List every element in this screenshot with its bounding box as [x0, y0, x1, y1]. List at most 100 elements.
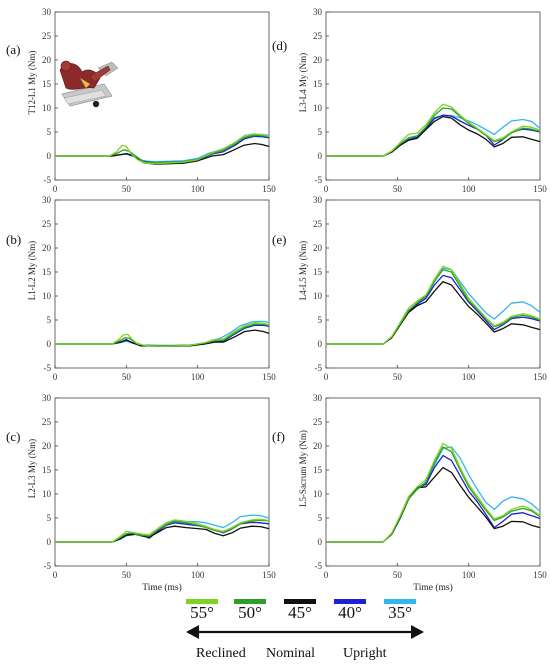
x-tick-label: 150 [262, 570, 276, 580]
plot-frame [54, 397, 270, 567]
y-tick-label: 25 [42, 31, 52, 41]
x-tick-label: 0 [53, 184, 58, 194]
y-tick-label: 10 [313, 489, 323, 499]
y-tick-label: 30 [313, 7, 323, 17]
y-tick-label: 10 [42, 489, 52, 499]
legend-swatch-45deg [284, 599, 316, 604]
y-tick-label: 30 [42, 393, 52, 403]
y-tick-label: 10 [313, 103, 323, 113]
series-line-55deg [55, 322, 270, 348]
y-tick-label: 30 [42, 7, 52, 17]
series-line-40deg [326, 274, 541, 345]
x-tick-label: 100 [462, 184, 476, 194]
x-tick-label: 100 [191, 570, 205, 580]
series-line-50deg [55, 519, 270, 543]
x-tick-label: 50 [122, 570, 132, 580]
y-tick-label: 10 [42, 291, 52, 301]
x-tick-label: 100 [191, 184, 205, 194]
y-tick-label: 0 [318, 151, 323, 161]
x-tick-label: 150 [533, 372, 547, 382]
x-tick-label: 100 [462, 570, 476, 580]
y-tick-label: 5 [318, 513, 323, 523]
panel-label: (c) [6, 429, 20, 444]
series-line-50deg [326, 446, 541, 543]
x-tick-label: 150 [262, 372, 276, 382]
y-tick-label: 25 [313, 31, 323, 41]
x-tick-label: 0 [324, 372, 329, 382]
y-axis-label: L3-L4 My (Nm) [298, 53, 308, 113]
category-reclined: Reclined [196, 646, 246, 661]
y-tick-label: 0 [318, 537, 323, 547]
x-axis-label: Time (ms) [413, 582, 453, 593]
series-line-50deg [326, 268, 541, 345]
y-tick-label: 25 [42, 417, 52, 427]
panel-label: (f) [272, 429, 285, 444]
recline-arrow [186, 625, 424, 639]
y-tick-label: 30 [313, 393, 323, 403]
legend-swatch-55deg [186, 599, 218, 604]
y-tick-label: 20 [313, 243, 323, 253]
y-tick-label: -5 [315, 175, 323, 185]
legend-swatch-35deg [384, 599, 416, 604]
y-axis-label: T12-L1 My (Nm) [27, 51, 37, 115]
series-line-55deg [55, 518, 270, 543]
legend-label-40deg: 40° [338, 603, 362, 622]
y-tick-label: 10 [42, 103, 52, 113]
y-tick-label: -5 [44, 561, 52, 571]
x-tick-label: 0 [53, 372, 58, 382]
series-line-55deg [326, 103, 541, 157]
series-line-40deg [55, 135, 270, 164]
x-tick-label: 150 [533, 570, 547, 580]
series-line-55deg [326, 265, 541, 345]
x-tick-label: 50 [393, 570, 403, 580]
series-line-50deg [326, 107, 541, 157]
x-tick-label: 100 [462, 372, 476, 382]
x-tick-label: 150 [533, 184, 547, 194]
y-tick-label: 20 [313, 55, 323, 65]
legend-label-45deg: 45° [288, 603, 312, 622]
panel-label: (e) [272, 232, 286, 247]
series-line-55deg [326, 442, 541, 543]
y-tick-label: 25 [313, 417, 323, 427]
y-tick-label: 15 [313, 465, 323, 475]
legend-swatch-40deg [334, 599, 366, 604]
plot-frame [325, 11, 541, 181]
y-tick-label: 5 [47, 315, 52, 325]
y-tick-label: 0 [318, 339, 323, 349]
x-tick-label: 50 [393, 184, 403, 194]
x-tick-label: 50 [122, 184, 132, 194]
y-tick-label: 25 [42, 219, 52, 229]
y-tick-label: -5 [44, 363, 52, 373]
series-line-45deg [326, 466, 541, 543]
plot-frame [54, 11, 270, 181]
y-tick-label: 0 [47, 339, 52, 349]
y-tick-label: 5 [318, 315, 323, 325]
plot-frame [325, 199, 541, 369]
x-tick-label: 0 [53, 570, 58, 580]
y-tick-label: 5 [47, 127, 52, 137]
series-line-45deg [326, 115, 541, 157]
series-line-45deg [55, 142, 270, 165]
category-upright: Upright [343, 646, 387, 661]
y-tick-label: 15 [313, 267, 323, 277]
plot-frame [325, 397, 541, 567]
y-tick-label: 15 [42, 465, 52, 475]
x-tick-label: 0 [324, 570, 329, 580]
legend-swatch-50deg [234, 599, 266, 604]
series-line-35deg [326, 446, 541, 543]
x-tick-label: 50 [122, 372, 132, 382]
x-tick-label: 150 [262, 184, 276, 194]
y-axis-label: L5-Sacrum My (Nm) [298, 430, 308, 507]
y-tick-label: 0 [47, 537, 52, 547]
legend-label-35deg: 35° [388, 603, 412, 622]
series-line-55deg [55, 133, 270, 165]
y-axis-label: L1-L2 My (Nm) [27, 241, 37, 301]
panel-label: (b) [6, 232, 21, 247]
